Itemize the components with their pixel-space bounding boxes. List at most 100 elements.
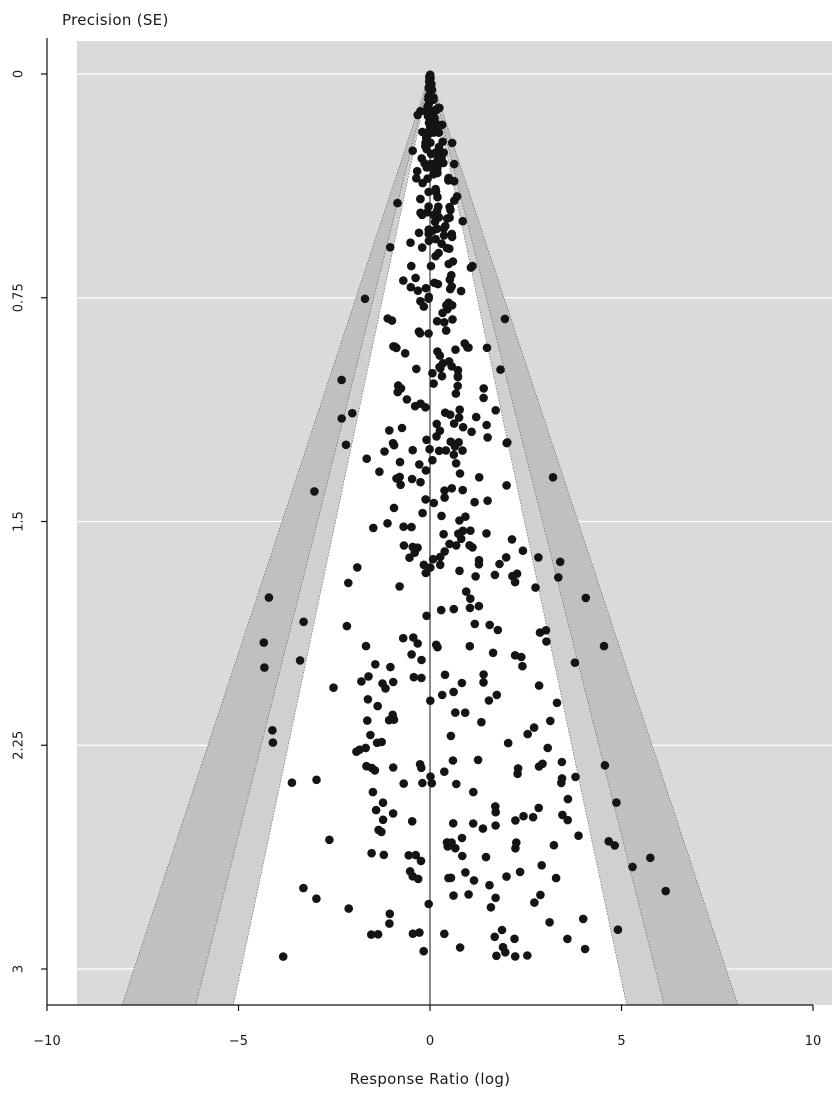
study-point xyxy=(416,477,425,487)
study-point xyxy=(451,389,461,398)
study-point xyxy=(491,406,501,415)
study-point xyxy=(413,286,423,296)
study-point xyxy=(552,698,562,708)
study-point xyxy=(412,174,421,183)
study-point xyxy=(542,637,551,646)
study-point xyxy=(440,547,450,556)
study-point xyxy=(455,943,465,952)
study-point xyxy=(448,315,457,324)
study-point xyxy=(537,861,546,870)
study-point xyxy=(446,731,456,741)
study-point xyxy=(448,756,458,765)
study-point xyxy=(501,948,510,957)
study-point xyxy=(337,375,346,385)
study-point xyxy=(393,198,402,208)
study-point xyxy=(377,827,386,837)
study-point xyxy=(531,583,540,592)
study-point xyxy=(409,633,418,642)
study-point xyxy=(448,257,458,266)
study-point xyxy=(426,772,435,781)
y-axis-title: Precision (SE) xyxy=(62,11,169,29)
study-point xyxy=(404,851,414,860)
study-point xyxy=(439,231,449,240)
y-tick-label: 3 xyxy=(12,965,27,973)
study-point xyxy=(344,578,353,588)
study-point xyxy=(545,918,554,927)
study-point xyxy=(264,593,274,602)
study-point xyxy=(581,593,591,603)
study-point xyxy=(571,772,580,782)
study-point xyxy=(515,867,525,877)
study-point xyxy=(408,445,418,455)
study-point xyxy=(433,161,443,170)
y-tick-label: 0 xyxy=(12,70,27,78)
study-point xyxy=(493,625,503,635)
study-point xyxy=(424,202,433,211)
study-point xyxy=(389,503,399,513)
study-point xyxy=(523,729,532,739)
study-point xyxy=(409,672,419,682)
study-point xyxy=(424,899,434,909)
study-point xyxy=(530,898,539,907)
study-point xyxy=(449,419,459,428)
study-point xyxy=(433,121,443,130)
study-point xyxy=(367,930,376,939)
study-point xyxy=(364,672,373,681)
study-point xyxy=(310,487,319,496)
study-point xyxy=(468,543,477,552)
study-point xyxy=(396,480,405,490)
study-point xyxy=(447,838,456,847)
study-point xyxy=(465,641,475,651)
study-point xyxy=(457,833,467,843)
study-point xyxy=(418,178,427,188)
study-point xyxy=(278,952,288,961)
study-point xyxy=(440,408,450,418)
study-point xyxy=(613,925,623,934)
study-point xyxy=(449,159,459,169)
study-point xyxy=(460,339,470,348)
study-point xyxy=(426,261,436,271)
study-point xyxy=(451,541,461,550)
study-point xyxy=(457,678,467,688)
study-point xyxy=(357,677,366,686)
study-point xyxy=(446,205,455,215)
study-point xyxy=(529,723,539,732)
study-point xyxy=(383,314,393,323)
study-point xyxy=(312,775,321,785)
study-point xyxy=(574,831,583,840)
study-point xyxy=(510,577,520,587)
study-point xyxy=(378,815,388,825)
study-point xyxy=(486,903,496,912)
study-point xyxy=(407,474,417,484)
study-point xyxy=(449,450,459,460)
study-point xyxy=(414,327,424,336)
study-point xyxy=(452,192,462,201)
study-point xyxy=(341,440,351,450)
study-point xyxy=(445,213,454,222)
study-point xyxy=(434,446,444,456)
study-point xyxy=(490,570,500,580)
study-point xyxy=(483,496,492,506)
study-point xyxy=(491,821,500,830)
study-point xyxy=(546,716,555,726)
y-tick-label: 0.75 xyxy=(12,283,27,312)
study-point xyxy=(385,426,394,435)
study-point xyxy=(414,228,424,238)
study-point xyxy=(386,662,395,672)
study-point xyxy=(491,893,500,903)
study-point xyxy=(551,873,561,883)
study-point xyxy=(433,642,442,652)
study-point xyxy=(440,318,449,327)
study-point xyxy=(458,851,467,861)
study-point xyxy=(445,275,455,284)
study-point xyxy=(371,660,380,669)
study-point xyxy=(502,481,511,490)
study-point xyxy=(385,243,395,252)
study-point xyxy=(554,573,563,582)
study-point xyxy=(445,539,454,549)
study-point xyxy=(452,779,461,789)
study-point xyxy=(507,535,517,544)
study-point xyxy=(361,743,371,753)
